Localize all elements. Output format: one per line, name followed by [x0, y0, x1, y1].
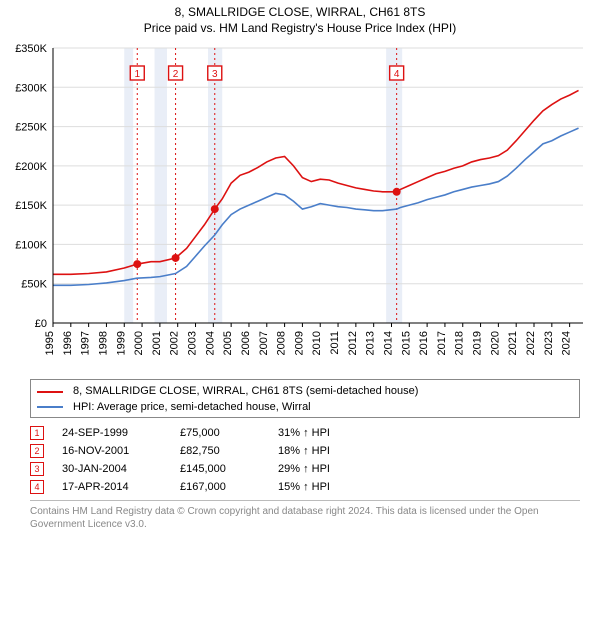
legend-item: HPI: Average price, semi-detached house,…: [37, 400, 573, 415]
sale-diff: 15% ↑ HPI: [278, 481, 330, 493]
sale-index-box: 3: [30, 462, 44, 476]
title-subtitle: Price paid vs. HM Land Registry's House …: [0, 20, 600, 36]
svg-text:1998: 1998: [97, 331, 109, 355]
svg-text:2003: 2003: [187, 331, 199, 355]
title-address: 8, SMALLRIDGE CLOSE, WIRRAL, CH61 8TS: [0, 4, 600, 20]
sale-index-box: 1: [30, 426, 44, 440]
sale-index-box: 2: [30, 444, 44, 458]
svg-text:2002: 2002: [169, 331, 181, 355]
svg-text:2023: 2023: [543, 331, 555, 355]
sale-price: £82,750: [180, 445, 260, 457]
svg-text:2001: 2001: [151, 331, 163, 355]
legend-label: HPI: Average price, semi-detached house,…: [73, 400, 311, 415]
svg-text:2005: 2005: [222, 331, 234, 355]
svg-text:£50K: £50K: [21, 279, 47, 291]
svg-text:1999: 1999: [115, 331, 127, 355]
svg-text:2024: 2024: [561, 331, 573, 355]
sale-date: 30-JAN-2004: [62, 463, 162, 475]
sale-row: 3 30-JAN-2004 £145,000 29% ↑ HPI: [30, 462, 580, 476]
svg-text:2009: 2009: [293, 331, 305, 355]
sale-diff: 31% ↑ HPI: [278, 427, 330, 439]
sales-list: 1 24-SEP-1999 £75,000 31% ↑ HPI 2 16-NOV-2001…: [30, 426, 580, 494]
sale-date: 24-SEP-1999: [62, 427, 162, 439]
licence-footnote: Contains HM Land Registry data © Crown c…: [30, 500, 580, 531]
chart-legend: 8, SMALLRIDGE CLOSE, WIRRAL, CH61 8TS (s…: [30, 379, 580, 418]
sale-price: £167,000: [180, 481, 260, 493]
sale-price: £75,000: [180, 427, 260, 439]
svg-text:2017: 2017: [436, 331, 448, 355]
chart-title: 8, SMALLRIDGE CLOSE, WIRRAL, CH61 8TS Pr…: [0, 0, 600, 36]
svg-text:2015: 2015: [400, 331, 412, 355]
svg-text:2000: 2000: [133, 331, 145, 355]
svg-text:2016: 2016: [418, 331, 430, 355]
svg-text:2008: 2008: [276, 331, 288, 355]
svg-text:2010: 2010: [311, 331, 323, 355]
legend-label: 8, SMALLRIDGE CLOSE, WIRRAL, CH61 8TS (s…: [73, 384, 418, 399]
svg-text:2014: 2014: [382, 331, 394, 355]
svg-text:2007: 2007: [258, 331, 270, 355]
sale-date: 17-APR-2014: [62, 481, 162, 493]
legend-swatch: [37, 391, 63, 393]
svg-text:£350K: £350K: [15, 43, 47, 55]
sale-date: 16-NOV-2001: [62, 445, 162, 457]
svg-text:2019: 2019: [472, 331, 484, 355]
sale-row: 4 17-APR-2014 £167,000 15% ↑ HPI: [30, 480, 580, 494]
sale-row: 2 16-NOV-2001 £82,750 18% ↑ HPI: [30, 444, 580, 458]
svg-text:2013: 2013: [365, 331, 377, 355]
svg-text:2018: 2018: [454, 331, 466, 355]
svg-text:1997: 1997: [80, 331, 92, 355]
sale-price: £145,000: [180, 463, 260, 475]
legend-item: 8, SMALLRIDGE CLOSE, WIRRAL, CH61 8TS (s…: [37, 384, 573, 399]
svg-text:4: 4: [394, 69, 400, 80]
svg-text:£150K: £150K: [15, 201, 47, 213]
svg-text:1: 1: [134, 69, 140, 80]
sale-index-box: 4: [30, 480, 44, 494]
sale-diff: 29% ↑ HPI: [278, 463, 330, 475]
sale-row: 1 24-SEP-1999 £75,000 31% ↑ HPI: [30, 426, 580, 440]
svg-text:£0: £0: [35, 318, 47, 330]
svg-text:1996: 1996: [62, 331, 74, 355]
svg-text:£250K: £250K: [15, 122, 47, 134]
price-chart: £0 £50K £100K £150K £200K £250K £300K £350K 1 2 3 4…: [8, 40, 592, 373]
svg-text:2021: 2021: [507, 331, 519, 355]
svg-text:2012: 2012: [347, 331, 359, 355]
svg-text:2: 2: [173, 69, 179, 80]
legend-swatch: [37, 406, 63, 408]
svg-text:£100K: £100K: [15, 240, 47, 252]
svg-text:2020: 2020: [489, 331, 501, 355]
svg-text:2011: 2011: [329, 331, 341, 355]
svg-text:2006: 2006: [240, 331, 252, 355]
sale-diff: 18% ↑ HPI: [278, 445, 330, 457]
svg-text:2004: 2004: [204, 331, 216, 355]
svg-text:2022: 2022: [525, 331, 537, 355]
svg-text:£200K: £200K: [15, 161, 47, 173]
svg-text:£300K: £300K: [15, 83, 47, 95]
svg-text:1995: 1995: [44, 331, 56, 355]
svg-text:3: 3: [212, 69, 218, 80]
